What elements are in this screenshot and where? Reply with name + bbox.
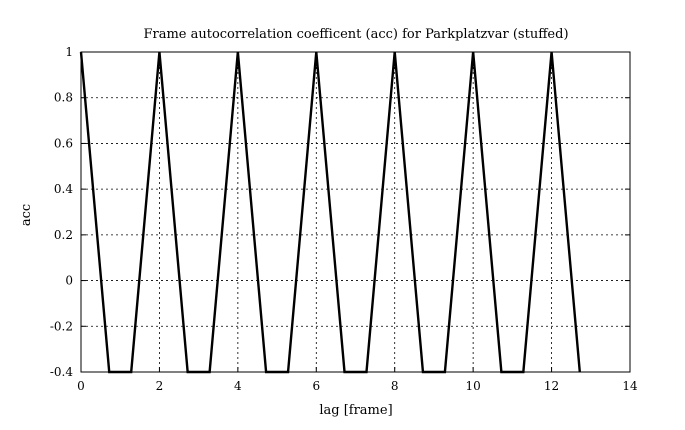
x-tick-label: 10 [466,379,481,393]
x-tick-label: 8 [391,379,399,393]
x-tick-label: 12 [544,379,559,393]
y-tick-label: -0.4 [50,365,74,379]
x-axis-label: lag [frame] [319,403,392,418]
x-tick-label: 0 [77,379,85,393]
y-tick-label: 0.2 [54,228,73,242]
chart-title: Frame autocorrelation coefficent (acc) f… [143,27,568,42]
y-tick-label: 1 [65,45,73,59]
y-tick-label: 0.8 [54,91,73,105]
x-tick-label: 2 [156,379,164,393]
series-layer [79,51,582,374]
plot-frame [80,51,631,373]
y-tick-label: 0.6 [54,136,73,150]
x-tick-label: 14 [622,379,638,393]
y-tick-label: 0 [65,274,73,288]
y-tick-label: -0.2 [50,319,73,333]
series-line [79,51,582,374]
x-tick-label: 4 [234,379,242,393]
y-tick-label: 0.4 [54,182,73,196]
y-axis: -0.4 -0.2 0 0.2 0.4 0.6 0.8 1 [50,45,630,379]
x-tick-label: 6 [312,379,320,393]
x-axis: 0 2 4 6 8 10 12 14 [77,52,638,393]
y-axis-label: acc [19,204,34,226]
